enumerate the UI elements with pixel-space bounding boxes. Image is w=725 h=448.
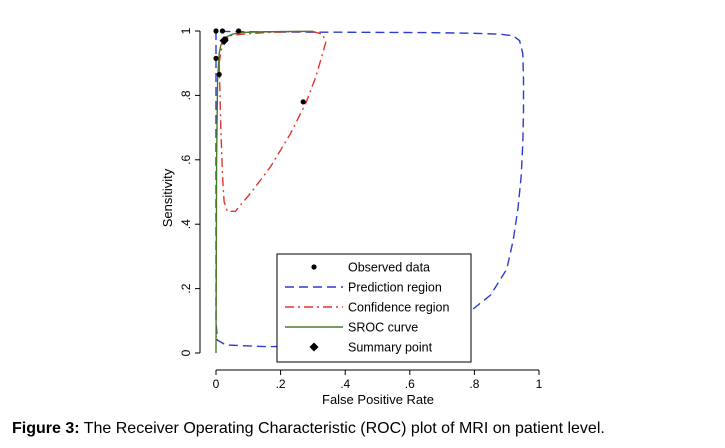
caption-label: Figure 3: [12,420,80,437]
legend-box [276,253,472,363]
legend: Observed data Prediction region Confidence… [276,253,472,363]
observed-data-point [213,55,219,61]
y-axis-label: Sensitivity [160,168,175,227]
x-tick-label: .4 [340,377,350,391]
plot-points [213,28,306,105]
observed-data-point [213,28,219,34]
y-tick-label: .6 [179,154,193,164]
legend-label: Prediction region [348,281,442,295]
x-tick-label: 0 [213,377,220,391]
x-axis-label: False Positive Rate [322,392,434,407]
legend-symbol-observed-data [311,264,317,270]
legend-label: Summary point [348,341,433,355]
observed-data-point [219,28,226,34]
x-tick-label: .6 [405,377,415,391]
observed-data-point [236,28,242,34]
legend-label: SROC curve [348,321,418,335]
y-tick-label: .4 [179,219,193,229]
x-tick-label: .8 [469,377,479,391]
observed-data-point [216,71,222,78]
y-tick-label: .8 [179,90,193,100]
y-tick-label: 0 [179,349,193,356]
axes: 0 .2 .4 .6 .8 1 0 .2 .4 .6 .8 1 [179,27,543,391]
observed-data-point [300,99,306,105]
y-tick-label: .2 [179,283,193,293]
x-tick-label: .2 [276,377,286,391]
legend-label: Confidence region [348,301,450,315]
confidence-region-line [218,30,327,212]
summary-point [219,36,229,46]
figure-caption: Figure 3: The Receiver Operating Charact… [12,420,605,438]
caption-text: The Receiver Operating Characteristic (R… [79,420,605,437]
legend-label: Observed data [348,261,430,275]
prediction-region-line [215,30,525,348]
x-tick-label: 1 [536,377,543,391]
legend-symbol-summary-point [309,342,319,352]
y-tick-label: 1 [179,27,193,34]
